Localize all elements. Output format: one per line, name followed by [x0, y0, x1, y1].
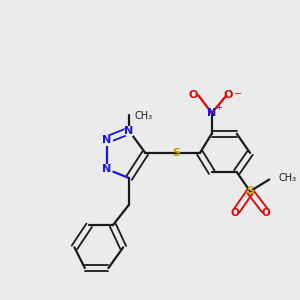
Text: −: − — [234, 89, 242, 99]
Text: CH₃: CH₃ — [278, 173, 296, 183]
Text: O: O — [262, 208, 271, 218]
Text: N: N — [102, 135, 112, 145]
Text: O: O — [231, 208, 240, 218]
Text: N: N — [124, 126, 134, 136]
Text: +: + — [215, 103, 222, 112]
Text: CH₃: CH₃ — [135, 111, 153, 121]
Text: S: S — [246, 186, 254, 196]
Text: O: O — [223, 90, 232, 100]
Text: S: S — [172, 148, 180, 158]
Text: N: N — [207, 108, 216, 118]
Text: O: O — [188, 90, 198, 100]
Text: N: N — [102, 164, 112, 174]
